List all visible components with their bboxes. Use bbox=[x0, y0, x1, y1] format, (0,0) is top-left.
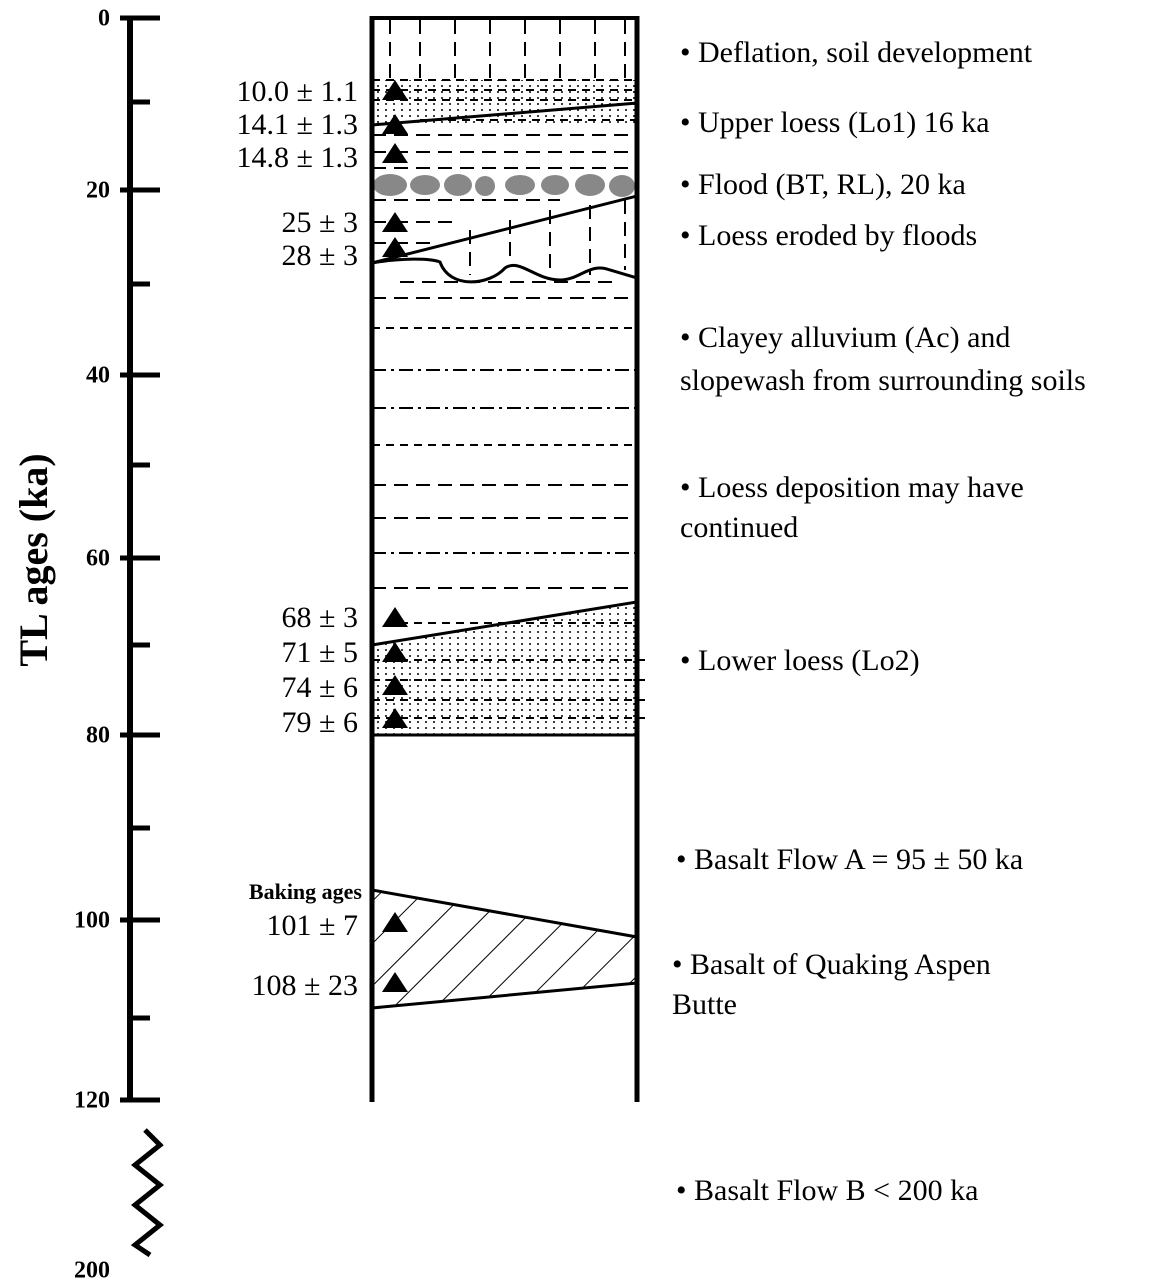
description: • Lower loess (Lo2) bbox=[680, 644, 920, 677]
sample-markers bbox=[382, 80, 408, 992]
sample-age: 71 ± 5 bbox=[282, 636, 358, 669]
tick-label: 40 bbox=[86, 363, 110, 389]
sample-age: 25 ± 3 bbox=[282, 206, 358, 239]
tick-label: 0 bbox=[98, 6, 110, 32]
tick-label: 20 bbox=[86, 178, 110, 204]
tick-label: 80 bbox=[86, 723, 110, 749]
description: • Basalt Flow B < 200 ka bbox=[676, 1174, 978, 1207]
description: continued bbox=[680, 511, 798, 544]
sample-age: 68 ± 3 bbox=[282, 601, 358, 634]
description: • Deflation, soil development bbox=[680, 36, 1033, 69]
description: slopewash from surrounding soils bbox=[680, 364, 1086, 397]
description: • Basalt of Quaking Aspen bbox=[672, 948, 991, 981]
sample-age: 74 ± 6 bbox=[282, 671, 358, 704]
baking-label: Baking ages bbox=[249, 879, 363, 904]
tick-label: 100 bbox=[74, 908, 110, 934]
descriptions: • Deflation, soil development • Upper lo… bbox=[672, 36, 1086, 1207]
sample-labels: 10.0 ± 1.1 14.1 ± 1.3 14.8 ± 1.3 25 ± 3 … bbox=[237, 75, 363, 1002]
description: • Basalt Flow A = 95 ± 50 ka bbox=[676, 843, 1023, 876]
description: Butte bbox=[672, 988, 737, 1021]
tick-label: 200 bbox=[74, 1258, 110, 1284]
sample-age: 14.1 ± 1.3 bbox=[237, 108, 358, 141]
sample-age: 79 ± 6 bbox=[282, 706, 358, 739]
description: • Upper loess (Lo1) 16 ka bbox=[680, 106, 990, 139]
sample-age: 14.8 ± 1.3 bbox=[237, 141, 358, 174]
tick-label: 60 bbox=[86, 546, 110, 572]
description: • Loess eroded by floods bbox=[680, 219, 977, 252]
description: • Clayey alluvium (Ac) and bbox=[680, 321, 1010, 354]
tick-label: 120 bbox=[74, 1088, 110, 1114]
stratigraphic-column bbox=[369, 16, 645, 1102]
sample-age: 10.0 ± 1.1 bbox=[237, 75, 358, 108]
sample-age: 101 ± 7 bbox=[267, 909, 358, 942]
sample-age: 28 ± 3 bbox=[282, 239, 358, 272]
axis-title: TL ages (ka) bbox=[11, 453, 56, 666]
description: • Flood (BT, RL), 20 ka bbox=[680, 168, 966, 201]
sample-age: 108 ± 23 bbox=[252, 969, 358, 1002]
description: • Loess deposition may have bbox=[680, 471, 1024, 504]
age-axis: 0 20 40 60 80 100 120 200 TL ages (ka) bbox=[11, 6, 165, 1284]
